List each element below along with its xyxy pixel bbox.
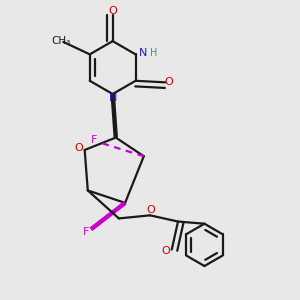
Text: F: F <box>91 135 98 146</box>
Text: N: N <box>139 48 148 59</box>
Text: O: O <box>108 6 117 16</box>
Text: CH₃: CH₃ <box>51 36 70 46</box>
Text: F: F <box>83 227 90 237</box>
Text: O: O <box>162 246 170 256</box>
Text: H: H <box>150 48 157 58</box>
Text: O: O <box>147 205 155 215</box>
Text: O: O <box>75 142 83 152</box>
Text: N: N <box>109 93 117 103</box>
Text: O: O <box>164 77 173 87</box>
